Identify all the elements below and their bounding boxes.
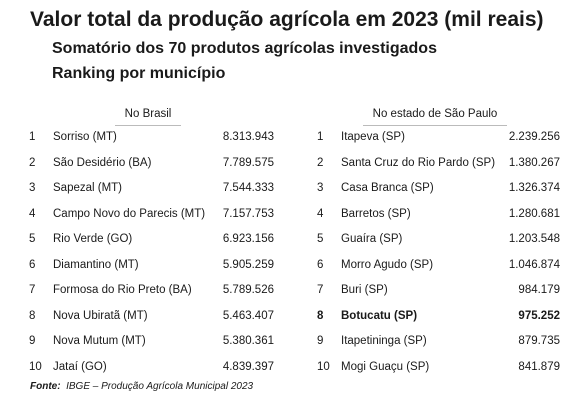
- page-title: Valor total da produção agrícola em 2023…: [30, 8, 544, 31]
- rank: 4: [29, 207, 36, 220]
- municipality: Mogi Guaçu (SP): [341, 360, 430, 373]
- value: 7.544.333: [222, 182, 274, 194]
- municipality: Nova Mutum (MT): [53, 335, 146, 347]
- value: 984.179: [518, 284, 560, 296]
- value: 5.905.259: [222, 258, 274, 271]
- value: 879.735: [518, 335, 560, 347]
- rank: 9: [29, 335, 36, 347]
- sp-ranking-table: No estado de São Paulo 1 Itapeva (SP) 2.23…: [310, 103, 560, 380]
- value: 841.879: [518, 360, 560, 373]
- value: 2.239.256: [508, 131, 560, 143]
- municipality: Diamantino (MT): [53, 258, 139, 271]
- table-row: 8 Nova Ubiratã (MT) 5.463.407: [22, 304, 274, 330]
- rank: 3: [317, 182, 324, 194]
- value: 6.923.156: [222, 233, 274, 245]
- table-row: 4 Campo Novo do Parecis (MT) 7.157.753: [22, 202, 274, 228]
- value: 975.252: [518, 309, 560, 322]
- value: 1.326.374: [508, 182, 560, 194]
- value: 7.157.753: [222, 207, 274, 220]
- municipality: Guaíra (SP): [341, 233, 403, 245]
- table-row: 6 Diamantino (MT) 5.905.259: [22, 253, 274, 279]
- municipality: Itapeva (SP): [341, 131, 405, 143]
- municipality: Nova Ubiratã (MT): [53, 309, 148, 322]
- table-row: 5 Guaíra (SP) 1.203.548: [310, 227, 560, 253]
- value: 4.839.397: [222, 360, 274, 373]
- rank: 8: [29, 309, 36, 322]
- municipality: Jataí (GO): [53, 360, 107, 373]
- table-row: 3 Sapezal (MT) 7.544.333: [22, 176, 274, 202]
- rank: 10: [29, 360, 42, 373]
- rank: 3: [29, 182, 36, 194]
- value: 1.046.874: [508, 258, 560, 271]
- sp-column-header: No estado de São Paulo: [310, 103, 560, 126]
- rank: 2: [29, 156, 36, 169]
- table-row-highlighted: 8 Botucatu (SP) 975.252: [310, 304, 560, 330]
- table-row: 1 Sorriso (MT) 8.313.943: [22, 125, 274, 151]
- source-label: Fonte:: [30, 381, 61, 392]
- value: 5.789.526: [222, 284, 274, 296]
- rank: 5: [29, 233, 36, 245]
- rank: 8: [317, 309, 324, 322]
- table-row: 9 Itapetininga (SP) 879.735: [310, 329, 560, 355]
- municipality: Buri (SP): [341, 284, 388, 296]
- table-row: 7 Formosa do Rio Preto (BA) 5.789.526: [22, 278, 274, 304]
- table-row: 7 Buri (SP) 984.179: [310, 278, 560, 304]
- value: 1.380.267: [508, 156, 560, 169]
- rank: 10: [317, 360, 330, 373]
- brasil-ranking-table: No Brasil 1 Sorriso (MT) 8.313.943 2 São De…: [22, 103, 274, 380]
- municipality: Sorriso (MT): [53, 131, 117, 143]
- rank: 6: [29, 258, 36, 271]
- rank: 7: [29, 284, 36, 296]
- subtitle-ranking: Ranking por município: [52, 65, 226, 82]
- value: 5.463.407: [222, 309, 274, 322]
- municipality: Morro Agudo (SP): [341, 258, 434, 271]
- value: 8.313.943: [222, 131, 274, 143]
- municipality: São Desidério (BA): [53, 156, 152, 169]
- table-row: 2 Santa Cruz do Rio Pardo (SP) 1.380.267: [310, 151, 560, 177]
- municipality: Santa Cruz do Rio Pardo (SP): [341, 156, 496, 169]
- table-row: 9 Nova Mutum (MT) 5.380.361: [22, 329, 274, 355]
- value: 5.380.361: [222, 335, 274, 347]
- table-row: 1 Itapeva (SP) 2.239.256: [310, 125, 560, 151]
- rank: 5: [317, 233, 324, 245]
- source-text: IBGE – Produção Agrícola Municipal 2023: [66, 381, 254, 392]
- subtitle: Somatório dos 70 produtos agrícolas inve…: [52, 40, 437, 57]
- table-row: 6 Morro Agudo (SP) 1.046.874: [310, 253, 560, 279]
- source-note: Fonte: IBGE – Produção Agrícola Municipa…: [30, 381, 253, 392]
- rank: 2: [317, 156, 324, 169]
- table-row: 3 Casa Branca (SP) 1.326.374: [310, 176, 560, 202]
- rank: 7: [317, 284, 324, 296]
- rank: 1: [29, 131, 36, 143]
- table-row: 5 Rio Verde (GO) 6.923.156: [22, 227, 274, 253]
- table-row: 2 São Desidério (BA) 7.789.575: [22, 151, 274, 177]
- municipality: Casa Branca (SP): [341, 182, 434, 194]
- rank: 4: [317, 207, 324, 220]
- municipality: Rio Verde (GO): [53, 233, 133, 245]
- municipality: Barretos (SP): [341, 207, 411, 220]
- brasil-column-header: No Brasil: [22, 103, 274, 126]
- table-row: 10 Mogi Guaçu (SP) 841.879: [310, 355, 560, 381]
- municipality: Campo Novo do Parecis (MT): [53, 207, 206, 220]
- table-row: 4 Barretos (SP) 1.280.681: [310, 202, 560, 228]
- municipality: Sapezal (MT): [53, 182, 123, 194]
- rank: 9: [317, 335, 324, 347]
- municipality: Formosa do Rio Preto (BA): [53, 284, 192, 296]
- value: 7.789.575: [222, 156, 274, 169]
- value: 1.280.681: [508, 207, 560, 220]
- municipality: Itapetininga (SP): [341, 335, 427, 347]
- value: 1.203.548: [508, 233, 560, 245]
- table-row: 10 Jataí (GO) 4.839.397: [22, 355, 274, 381]
- rank: 6: [317, 258, 324, 271]
- rank: 1: [317, 131, 324, 143]
- municipality: Botucatu (SP): [341, 309, 418, 322]
